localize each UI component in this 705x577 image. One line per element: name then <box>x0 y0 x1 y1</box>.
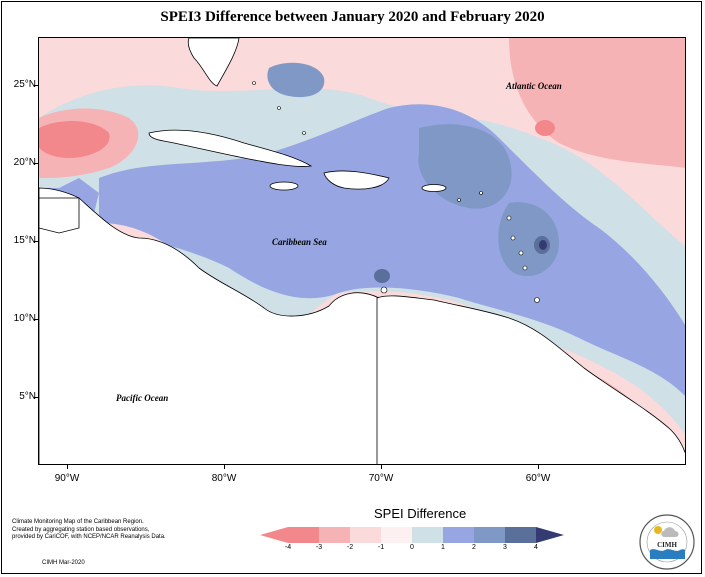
legend-swatch-neg4 <box>260 527 288 543</box>
lon-tick <box>381 465 382 469</box>
lat-tick <box>34 163 38 164</box>
lat-label: 15°N <box>13 235 36 246</box>
sun-icon <box>654 526 662 534</box>
legend-tick-label: 2 <box>472 544 476 551</box>
legend-swatch <box>381 527 412 543</box>
map-panel[interactable] <box>38 37 686 465</box>
waves-icon <box>650 549 685 559</box>
lat-tick <box>34 241 38 242</box>
legend-title: SPEI Difference <box>374 506 467 521</box>
legend-swatch-pos4 <box>536 527 564 543</box>
lon-label: 70°W <box>368 473 394 484</box>
legend-swatch <box>288 527 319 543</box>
legend-tick-label: 3 <box>503 544 507 551</box>
legend-tick-label: 4 <box>534 544 538 551</box>
lon-tick <box>224 465 225 469</box>
spei-map <box>39 38 685 464</box>
legend-tick-label: -2 <box>346 544 354 551</box>
cloud-icon <box>661 527 679 537</box>
lat-label: 5°N <box>19 391 36 402</box>
caribbean-sea-label: Caribbean Sea <box>272 237 327 247</box>
lon-label: 90°W <box>54 473 80 484</box>
legend-swatch <box>443 527 474 543</box>
lat-tick <box>34 319 38 320</box>
lon-label: 60°W <box>525 473 551 484</box>
credit-line: Created by aggregating station based obs… <box>12 526 150 533</box>
pacific-ocean-label: Pacific Ocean <box>116 393 169 403</box>
lat-label: 10°N <box>13 313 36 324</box>
legend-swatch <box>505 527 536 543</box>
lat-tick <box>34 397 38 398</box>
lon-tick <box>538 465 539 469</box>
legend-colorbar <box>260 527 564 543</box>
lon-tick <box>67 465 68 469</box>
legend-tick-label: 0 <box>410 544 414 551</box>
legend-swatch <box>319 527 350 543</box>
legend-swatch <box>412 527 443 543</box>
cimh-logo: CIMH <box>639 514 695 570</box>
credit-date: CIMH Mar-2020 <box>42 560 85 566</box>
legend-tick-label: 1 <box>441 544 445 551</box>
credit-text: Climate Monitoring Map of the Caribbean … <box>12 519 212 542</box>
lat-label: 20°N <box>13 157 36 168</box>
legend-swatch <box>350 527 381 543</box>
logo-text: CIMH <box>657 541 677 549</box>
legend-tick-label: -4 <box>284 544 292 551</box>
lat-label: 25°N <box>13 79 36 90</box>
legend-tick-label: -3 <box>315 544 323 551</box>
lon-label: 80°W <box>211 473 237 484</box>
legend-swatch <box>474 527 505 543</box>
atlantic-ocean-label: Atlantic Ocean <box>506 81 562 91</box>
map-title: SPEI3 Difference between January 2020 an… <box>160 9 545 25</box>
credit-line: provided by CariCOF, with NCEP/NCAR Rean… <box>12 534 166 540</box>
lat-tick <box>34 85 38 86</box>
legend-tick-label: -1 <box>377 544 385 551</box>
credit-line: Climate Monitoring Map of the Caribbean … <box>12 519 144 525</box>
